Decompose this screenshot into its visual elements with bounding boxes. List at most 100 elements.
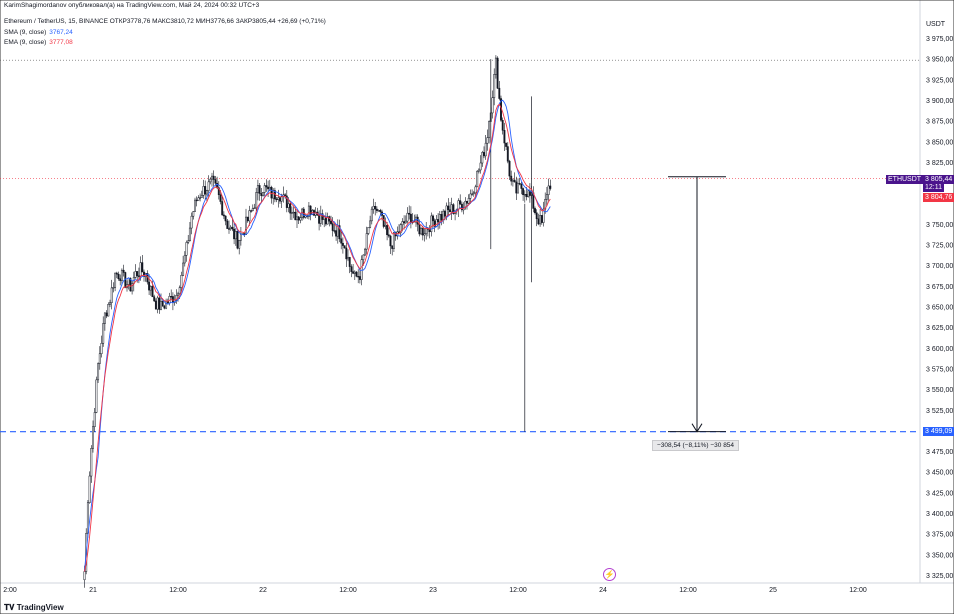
candle-body xyxy=(360,259,363,280)
ema-price-tag: 3 804,76 xyxy=(923,193,954,202)
candle-body xyxy=(399,224,402,234)
candle-body xyxy=(134,271,137,278)
candle-body xyxy=(260,193,263,196)
candle-body xyxy=(165,301,168,309)
candle-body xyxy=(175,295,178,301)
candle-body xyxy=(547,185,550,195)
candle-body xyxy=(224,215,227,222)
current-price-tag: 3 805,44 xyxy=(923,175,954,184)
candle-body xyxy=(348,257,351,267)
candle-body xyxy=(122,269,125,273)
candle-body xyxy=(508,160,511,177)
candle-body xyxy=(110,287,113,303)
candle-body xyxy=(114,272,117,288)
candle-body xyxy=(433,220,436,227)
x-tick-label: 12:00 xyxy=(339,587,357,594)
candle-body xyxy=(180,275,183,288)
candle-body xyxy=(367,226,370,234)
candle-body xyxy=(88,475,91,503)
candle-body xyxy=(343,245,346,249)
candle-body xyxy=(199,197,202,199)
candle-body xyxy=(109,302,111,305)
candle-body xyxy=(154,300,157,310)
candle-body xyxy=(120,269,123,281)
candle-body xyxy=(194,199,196,212)
candle-body xyxy=(372,206,375,210)
candle-body xyxy=(391,245,394,249)
candle-body xyxy=(447,205,450,210)
candle-body xyxy=(100,343,103,355)
candle-body xyxy=(267,186,270,190)
candle-body xyxy=(522,188,525,195)
candle-body xyxy=(204,186,207,195)
candle-body xyxy=(178,287,181,295)
candle-body xyxy=(523,194,526,196)
candle-body xyxy=(117,273,120,280)
candle-body xyxy=(290,212,293,214)
candle-body xyxy=(513,179,516,183)
candle-body xyxy=(545,194,548,200)
candle-body xyxy=(226,220,229,229)
candle-body xyxy=(233,228,236,240)
candle-body xyxy=(430,215,433,233)
candle-body xyxy=(262,192,264,196)
candle-body xyxy=(185,242,188,256)
candle-body xyxy=(246,216,249,222)
y-tick-label: 3 450,00 xyxy=(926,470,953,477)
candle-body xyxy=(358,276,361,280)
tradingview-logo[interactable]: 𝐓𝐕 TradingView xyxy=(4,603,64,612)
y-tick-label: 3 375,00 xyxy=(926,532,953,539)
y-tick-label: 3 750,00 xyxy=(926,222,953,229)
y-tick-label: 3 875,00 xyxy=(926,119,953,126)
candle-body xyxy=(250,210,253,212)
candle-body xyxy=(156,297,159,310)
symbol-tag: ETHUSDT xyxy=(886,175,924,184)
x-tick-label: 21 xyxy=(89,587,97,594)
candle-body xyxy=(330,220,332,224)
candle-body xyxy=(442,210,445,221)
candle-body xyxy=(136,271,139,277)
candle-body xyxy=(299,217,302,221)
candle-body xyxy=(375,208,378,211)
candle-body xyxy=(151,286,154,298)
candle-body xyxy=(377,210,380,212)
candle-body xyxy=(141,262,144,273)
candle-body xyxy=(401,221,404,226)
lightning-icon[interactable]: ⚡ xyxy=(603,568,616,581)
candle-body xyxy=(535,212,538,220)
candle-body xyxy=(102,323,105,344)
candle-body xyxy=(92,426,94,449)
candle-body xyxy=(209,178,212,183)
candle-body xyxy=(406,212,409,222)
candle-body xyxy=(472,192,475,195)
candle-body xyxy=(540,215,543,223)
candle-body xyxy=(103,312,106,324)
candle-body xyxy=(420,228,423,235)
candle-body xyxy=(119,278,122,281)
candle-body xyxy=(115,272,118,275)
candle-body xyxy=(340,238,343,244)
ema-legend[interactable]: EMA (9, close) 3777,08 xyxy=(4,39,73,46)
sma-legend[interactable]: SMA (9, close) 3767,24 xyxy=(4,29,73,36)
candle-body xyxy=(479,162,482,171)
publisher-line: KarimShagimordanov опубликовал(а) на Tra… xyxy=(4,2,260,9)
candle-body xyxy=(190,215,193,229)
candle-body xyxy=(445,205,448,217)
candle-body xyxy=(205,190,208,195)
candle-body xyxy=(219,194,222,202)
candle-body xyxy=(107,304,110,317)
candle-body xyxy=(301,208,304,219)
candle-body xyxy=(149,286,152,291)
candle-body xyxy=(549,185,552,189)
candle-body xyxy=(476,170,479,188)
candle-body xyxy=(369,220,372,228)
x-tick-label: 24 xyxy=(599,587,607,594)
candle-body xyxy=(297,216,300,221)
candle-body xyxy=(131,283,134,292)
candle-body xyxy=(318,214,321,224)
candle-body xyxy=(287,203,290,208)
candle-body xyxy=(112,287,115,289)
currency-label: USDT xyxy=(926,21,946,28)
